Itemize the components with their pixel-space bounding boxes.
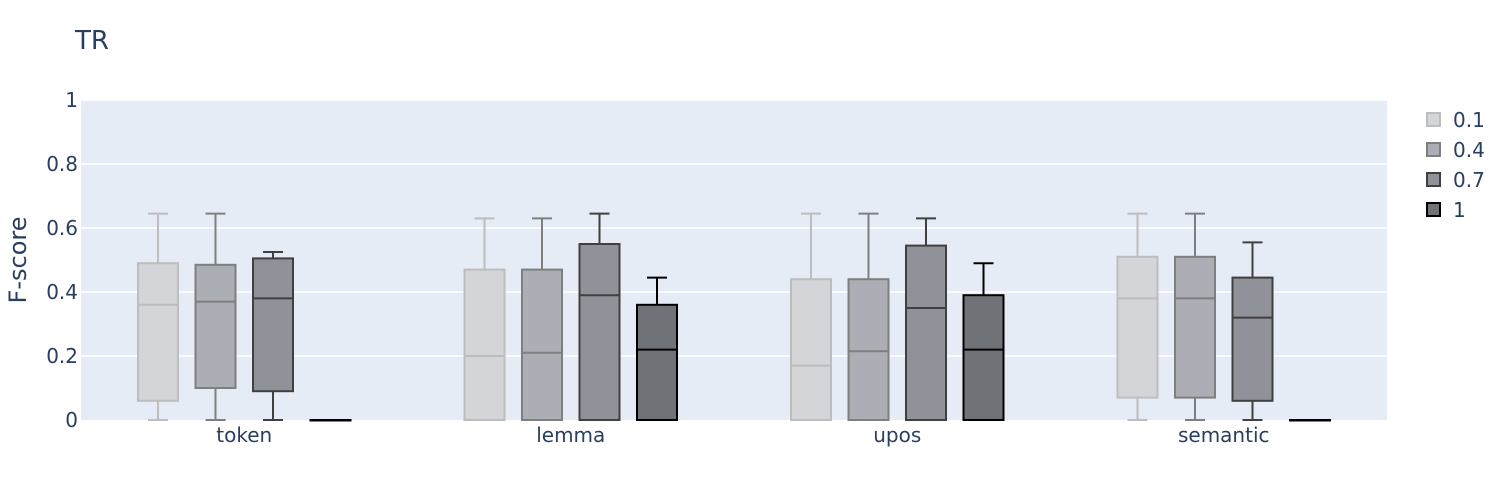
box-semantic-0.1[interactable] xyxy=(1116,212,1159,421)
box-token-0.4[interactable] xyxy=(194,212,237,421)
box-upos-0.4[interactable] xyxy=(847,212,890,422)
box-semantic-0.4[interactable] xyxy=(1174,212,1216,421)
x-tick-label: upos xyxy=(873,423,921,447)
y-tick-label: 0.2 xyxy=(46,344,78,368)
chart-title: TR xyxy=(74,26,109,56)
x-axis: token lemma upos semantic xyxy=(216,423,1269,447)
y-tick-label: 0.4 xyxy=(46,280,78,304)
legend-label: 1 xyxy=(1453,198,1466,222)
legend-item-0.7[interactable]: 0.7 xyxy=(1426,168,1485,192)
box-token-0.7[interactable] xyxy=(252,251,294,421)
legend-swatch xyxy=(1426,142,1441,157)
y-tick-label: 0.8 xyxy=(46,152,78,176)
grid-lines xyxy=(81,99,1387,357)
legend[interactable]: 0.1 0.4 0.7 1 xyxy=(1426,108,1485,222)
legend-item-0.4[interactable]: 0.4 xyxy=(1426,138,1485,162)
box-body xyxy=(1116,255,1159,399)
legend-swatch xyxy=(1426,112,1441,127)
legend-label: 0.7 xyxy=(1453,168,1485,192)
legend-item-1[interactable]: 1 xyxy=(1426,198,1466,222)
box-token-1[interactable] xyxy=(309,419,352,422)
box-body xyxy=(1231,276,1274,402)
series-0.1 xyxy=(137,212,1159,422)
box-upos-0.7[interactable] xyxy=(905,217,947,421)
box-upos-1[interactable] xyxy=(962,262,1005,422)
box-lemma-0.7[interactable] xyxy=(578,212,621,421)
box-lemma-1[interactable] xyxy=(636,276,678,421)
legend-label: 0.1 xyxy=(1453,108,1485,132)
legend-swatch xyxy=(1426,172,1441,187)
legend-swatch xyxy=(1426,202,1441,217)
series-0.7 xyxy=(252,212,1274,421)
box-body xyxy=(636,303,678,421)
x-tick-label: lemma xyxy=(536,423,605,447)
box-token-0.1[interactable] xyxy=(137,212,179,421)
box-body xyxy=(962,294,1005,422)
y-axis-label: F-score xyxy=(4,217,32,304)
box-series xyxy=(137,212,1331,422)
box-semantic-1[interactable] xyxy=(1289,419,1331,422)
box-body xyxy=(790,278,832,422)
x-tick-label: token xyxy=(216,423,272,447)
box-body xyxy=(905,244,947,421)
box-lemma-0.4[interactable] xyxy=(521,217,563,421)
x-tick-label: semantic xyxy=(1178,423,1270,447)
box-semantic-0.7[interactable] xyxy=(1231,241,1274,421)
box-lemma-0.1[interactable] xyxy=(463,217,506,421)
series-1 xyxy=(309,262,1331,422)
y-tick-label: 0.6 xyxy=(46,216,78,240)
box-body xyxy=(194,263,237,389)
box-body xyxy=(463,268,506,421)
y-axis: 0 0.2 0.4 0.6 0.8 1 xyxy=(46,88,78,432)
box-body xyxy=(252,257,294,393)
box-body xyxy=(578,243,621,421)
box-body xyxy=(847,278,890,422)
legend-label: 0.4 xyxy=(1453,138,1485,162)
box-body xyxy=(137,262,179,402)
box-body xyxy=(1174,255,1216,399)
legend-item-0.1[interactable]: 0.1 xyxy=(1426,108,1485,132)
box-upos-0.1[interactable] xyxy=(790,212,832,422)
plot-area xyxy=(81,100,1387,420)
y-tick-label: 0 xyxy=(65,408,78,432)
series-0.4 xyxy=(194,212,1216,422)
y-tick-label: 1 xyxy=(65,88,78,112)
box-body xyxy=(521,268,563,421)
